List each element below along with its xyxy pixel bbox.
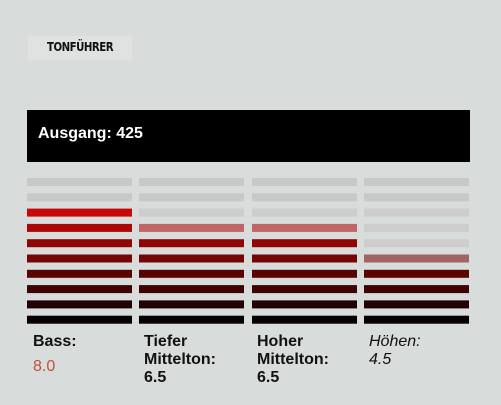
level-segment [364, 315, 469, 324]
level-segment [139, 315, 244, 324]
band-value: 6.5 [257, 369, 280, 386]
output-bar: Ausgang: 425 [27, 110, 470, 162]
level-segment [252, 269, 357, 278]
level-segment [252, 178, 357, 186]
band-value: 4.5 [369, 351, 392, 368]
level-segment [27, 269, 132, 278]
level-segment [252, 300, 357, 309]
level-segment [139, 178, 244, 186]
level-segment [252, 285, 357, 294]
band-label: Tiefer Mittelton: 6.5 [144, 333, 254, 387]
output-text: Ausgang: 425 [38, 125, 143, 142]
band-label: Hoher Mittelton: 6.5 [257, 333, 367, 387]
level-segment [27, 223, 132, 232]
level-segment [364, 223, 469, 232]
level-segment [139, 269, 244, 278]
band-name: Tiefer Mittelton: [144, 333, 216, 368]
level-segment [27, 193, 132, 202]
band-value: 6.5 [144, 369, 167, 386]
level-segment [27, 254, 132, 263]
level-segment [139, 254, 244, 263]
band-name: Bass: [33, 333, 77, 350]
level-segment [139, 193, 244, 202]
level-segment [139, 239, 244, 248]
level-segment [252, 193, 357, 202]
level-segment [27, 208, 132, 217]
level-segment [364, 193, 469, 202]
band-name: Höhen: [369, 333, 421, 350]
header-title: TONFÜHRER [47, 40, 114, 54]
level-segment [252, 208, 357, 217]
level-segment [139, 300, 244, 309]
band-label: Höhen: 4.5 [369, 333, 479, 369]
level-segment [27, 315, 132, 324]
level-segment [27, 300, 132, 309]
level-segment [364, 254, 469, 263]
level-segment [139, 285, 244, 294]
level-segment [364, 178, 469, 186]
level-segment [252, 254, 357, 263]
header: TONFÜHRER [28, 36, 132, 60]
level-segment [252, 315, 357, 324]
level-segment [252, 223, 357, 232]
band-name: Hoher Mittelton: [257, 333, 329, 368]
level-segment [139, 208, 244, 217]
level-segment [364, 269, 469, 278]
level-segment [27, 239, 132, 248]
level-segment [364, 239, 469, 248]
level-segment [252, 239, 357, 248]
level-segment [27, 178, 132, 186]
level-segment [27, 285, 132, 294]
band-label: Bass: 8.0 [33, 333, 143, 376]
band-value: 8.0 [33, 358, 56, 375]
level-segment [364, 208, 469, 217]
level-segment [364, 300, 469, 309]
level-segment [364, 285, 469, 294]
level-segment [139, 223, 244, 232]
